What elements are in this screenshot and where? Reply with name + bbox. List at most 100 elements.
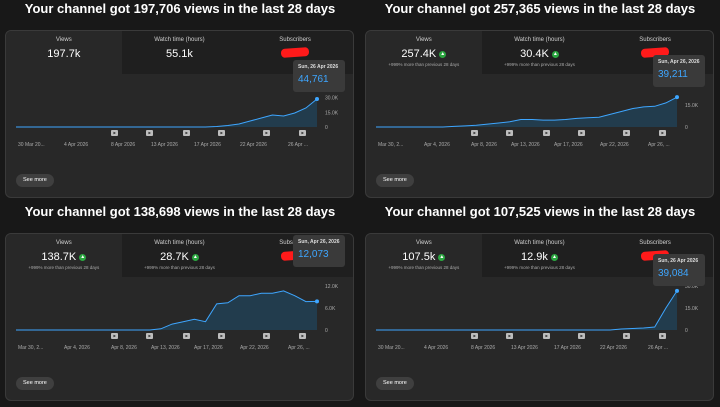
metric-change: +999% more than previous 28 days [144, 265, 215, 270]
x-tick-label: Apr 13, 2026 [151, 345, 180, 351]
arrow-up-icon: ▲ [551, 50, 559, 58]
play-icon [661, 334, 664, 338]
metric-label: Views [415, 37, 432, 43]
metric-label: Views [55, 240, 72, 246]
series-line [376, 96, 678, 128]
metric-value: 28.7K [160, 251, 189, 263]
analytics-card: Views 257.4K ▲ +999% more than previous 2… [365, 30, 714, 198]
play-icon [148, 334, 151, 338]
area-fill [376, 290, 677, 330]
play-icon [265, 131, 268, 135]
x-tick-label: Apr 26, ... [648, 142, 670, 148]
metric-tab-watch-time[interactable]: Watch time (hours) 12.9k ▲ +999% more tha… [481, 234, 598, 277]
play-icon [220, 334, 223, 338]
metric-tab-views[interactable]: Views 107.5k ▲ +999% more than previous 2… [366, 234, 482, 277]
tooltip-value: 39,084 [658, 268, 689, 279]
y-tick-label: 0 [685, 328, 688, 334]
metric-tab-views[interactable]: Views 138.7K ▲ +999% more than previous 2… [6, 234, 122, 277]
see-more-button[interactable]: See more [376, 174, 414, 187]
metric-label: Views [55, 37, 72, 43]
y-tick-label: 0 [325, 328, 328, 334]
chart-tooltip: Sun, Apr 26, 2026 39,211 [653, 55, 705, 87]
y-tick-label: 15.0K [685, 306, 699, 312]
arrow-up-icon: ▲ [191, 253, 199, 261]
metric-change: +999% more than previous 28 days [504, 265, 575, 270]
metric-label: Watch time (hours) [154, 240, 205, 246]
x-tick-label: 4 Apr 2026 [424, 345, 448, 351]
play-icon [185, 334, 188, 338]
tooltip-date: Sun, 26 Apr 2026 [658, 258, 699, 264]
x-tick-label: Apr 8, 2026 [471, 142, 497, 148]
arrow-up-icon: ▲ [79, 253, 87, 261]
play-icon [545, 334, 548, 338]
metric-value: 12.9k [521, 251, 548, 263]
see-more-button[interactable]: See more [16, 174, 54, 187]
play-icon [113, 131, 116, 135]
panel-3: Your channel got 138,698 views in the la… [0, 203, 360, 406]
play-icon [625, 334, 628, 338]
chart-tooltip: Sun, Apr 26, 2026 12,073 [293, 235, 345, 267]
views-chart: 12.0K 6.0K 0 Mar 30, 2... Apr 4, 2026 Apr 8, … [16, 284, 339, 351]
x-tick-label: 26 Apr ... [288, 142, 308, 148]
tooltip-value: 44,761 [298, 74, 329, 85]
y-tick-label: 0 [685, 125, 688, 131]
x-tick-label: 17 Apr 2026 [554, 345, 581, 351]
see-more-button[interactable]: See more [376, 377, 414, 390]
series-line [376, 290, 678, 331]
x-tick-label: 17 Apr 2026 [194, 142, 221, 148]
x-tick-label: 13 Apr 2026 [151, 142, 178, 148]
metric-value: 138.7K [41, 251, 77, 263]
metric-tab-views[interactable]: Views 257.4K ▲ +999% more than previous 2… [366, 31, 482, 74]
arrow-up-icon: ▲ [550, 253, 558, 261]
metric-label: Views [415, 240, 432, 246]
data-point[interactable] [675, 288, 679, 293]
y-tick-label: 15.0K [685, 103, 699, 109]
panel-2: Your channel got 257,365 views in the la… [360, 0, 720, 203]
area-fill [376, 97, 677, 127]
metric-tab-views[interactable]: Views 197.7k [6, 31, 122, 74]
series-line [16, 290, 318, 331]
data-point[interactable] [315, 97, 319, 101]
metric-tab-watch-time[interactable]: Watch time (hours) 55.1k [121, 31, 238, 74]
y-tick-label: 30.0K [685, 284, 699, 290]
headline: Your channel got 197,706 views in the la… [24, 1, 336, 16]
x-tick-label: 8 Apr 2026 [111, 142, 135, 148]
views-chart: 30.0K 15.0K 0 30 Mar 20... 4 Apr 2026 8 Apr 2… [376, 284, 699, 351]
metric-value: 107.5k [402, 251, 436, 263]
play-icon [580, 334, 583, 338]
data-point[interactable] [675, 95, 679, 100]
x-tick-label: Apr 17, 2026 [554, 142, 583, 148]
play-icon [220, 131, 223, 135]
x-tick-label: 8 Apr 2026 [471, 345, 495, 351]
tooltip-value: 39,211 [658, 69, 688, 80]
play-icon [113, 334, 116, 338]
play-icon [473, 131, 476, 135]
headline: Your channel got 138,698 views in the la… [24, 204, 336, 219]
series-line [16, 98, 318, 128]
x-tick-label: Apr 26, ... [288, 345, 310, 351]
see-more-button[interactable]: See more [16, 377, 54, 390]
metric-tab-watch-time[interactable]: Watch time (hours) 28.7K ▲ +999% more tha… [121, 234, 238, 277]
panel-1: Your channel got 197,706 views in the la… [0, 0, 360, 203]
metric-value: 55.1k [166, 48, 193, 60]
play-icon [185, 131, 188, 135]
x-tick-label: Mar 30, 2... [378, 142, 403, 148]
y-tick-label: 12.0K [325, 284, 339, 290]
play-icon [661, 131, 664, 135]
chart-tooltip: Sun, 26 Apr 2026 44,761 [293, 60, 345, 92]
data-point[interactable] [315, 299, 319, 304]
x-tick-label: 30 Mar 20... [18, 142, 45, 148]
play-icon [625, 131, 628, 135]
metric-tab-watch-time[interactable]: Watch time (hours) 30.4K ▲ +999% more tha… [481, 31, 598, 74]
x-tick-label: 13 Apr 2026 [511, 345, 538, 351]
play-icon [545, 131, 548, 135]
metric-change: +999% more than previous 28 days [28, 265, 100, 270]
analytics-card: Views 138.7K ▲ +999% more than previous 2… [5, 233, 354, 401]
area-fill [16, 290, 317, 330]
tooltip-date: Sun, 26 Apr 2026 [298, 64, 339, 70]
x-tick-label: 22 Apr 2026 [600, 345, 627, 351]
metric-change: +999% more than previous 28 days [388, 62, 460, 67]
x-tick-label: 30 Mar 20... [378, 345, 405, 351]
metric-value: 30.4K [520, 48, 549, 60]
